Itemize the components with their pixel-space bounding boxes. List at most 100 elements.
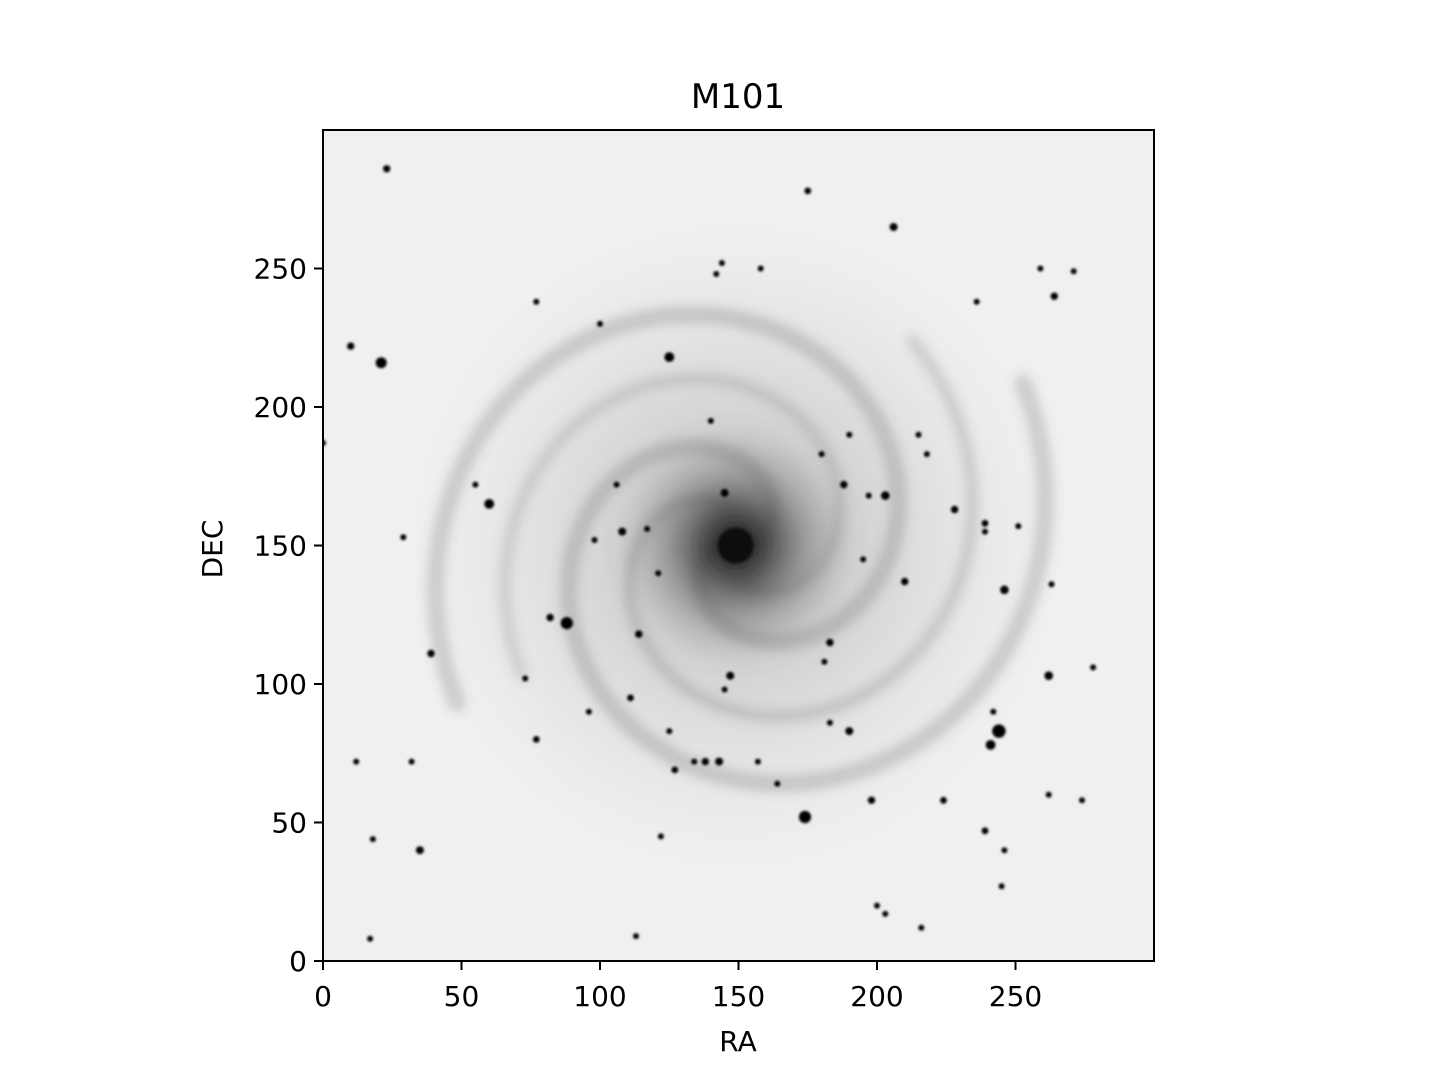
star (1044, 671, 1053, 680)
star (1015, 523, 1022, 530)
galaxy (405, 215, 1066, 876)
star (655, 570, 662, 577)
star (721, 686, 728, 693)
galaxy-nucleus (717, 527, 754, 564)
galaxy-image (323, 130, 1154, 961)
star (369, 836, 376, 843)
star (826, 638, 834, 647)
star (982, 528, 988, 535)
star (367, 935, 374, 942)
x-tick-label: 100 (573, 980, 626, 1013)
star (981, 519, 989, 527)
star (950, 505, 959, 514)
star (715, 757, 724, 766)
star (408, 758, 415, 765)
star (720, 488, 729, 497)
star (591, 537, 598, 543)
star (1079, 797, 1085, 804)
y-tick-label: 250 (254, 253, 307, 286)
star (383, 165, 391, 173)
star (533, 298, 540, 305)
y-axis: 0 50 100 150 200 250 (254, 253, 323, 978)
star (1037, 265, 1044, 272)
y-axis-label: DEC (196, 520, 229, 579)
star (1001, 847, 1008, 854)
y-tick-label: 100 (254, 668, 307, 701)
y-tick-label: 200 (254, 391, 307, 424)
star (1000, 585, 1009, 595)
star (633, 933, 639, 940)
star (427, 649, 435, 658)
star (718, 260, 725, 266)
star (347, 342, 355, 350)
star (985, 740, 996, 750)
x-tick-label: 200 (850, 980, 903, 1013)
x-tick-label: 0 (314, 980, 332, 1013)
figure-title: M101 (691, 77, 785, 117)
star (644, 525, 651, 532)
star (757, 265, 764, 272)
star (707, 417, 714, 424)
y-tick-label: 150 (254, 530, 307, 563)
star (915, 431, 922, 438)
star (818, 451, 825, 458)
star (804, 187, 812, 195)
star (472, 481, 479, 488)
star (691, 758, 698, 765)
star (400, 534, 407, 541)
star (918, 924, 925, 931)
star (845, 727, 854, 736)
star (940, 796, 947, 804)
star (701, 757, 709, 766)
star (713, 271, 720, 277)
star (664, 352, 675, 362)
star (881, 491, 890, 500)
x-tick-label: 50 (444, 980, 480, 1013)
star (992, 724, 1006, 738)
star (981, 827, 989, 835)
star (821, 658, 828, 665)
x-tick-label: 250 (989, 980, 1042, 1013)
star (774, 780, 781, 787)
star (874, 902, 880, 909)
star (597, 320, 603, 327)
star (532, 736, 540, 743)
star (990, 708, 997, 715)
star (484, 499, 495, 509)
star (798, 810, 812, 824)
star (627, 694, 634, 702)
x-tick-label: 150 (712, 980, 765, 1013)
star (882, 910, 889, 917)
star (657, 833, 664, 840)
star (840, 480, 848, 489)
star (754, 758, 761, 765)
star (889, 223, 898, 231)
star (618, 527, 627, 536)
star (860, 556, 867, 563)
star (846, 431, 853, 438)
star (1048, 581, 1055, 588)
star (546, 613, 554, 622)
star (1050, 292, 1059, 300)
star (1090, 664, 1097, 671)
y-tick-label: 0 (289, 945, 307, 978)
star (522, 675, 529, 682)
star (375, 357, 387, 369)
star (613, 481, 620, 488)
star (635, 630, 643, 638)
star (865, 492, 872, 499)
star (1070, 268, 1077, 275)
star (585, 708, 592, 715)
star (973, 298, 980, 305)
x-axis: 0 50 100 150 200 250 (314, 961, 1042, 1013)
x-axis-label: RA (719, 1025, 756, 1058)
star (1045, 791, 1052, 798)
star (826, 719, 833, 726)
y-tick-label: 50 (271, 807, 307, 840)
star (923, 451, 930, 458)
star (415, 846, 424, 855)
star (901, 577, 909, 586)
stars (323, 165, 1097, 942)
star (560, 617, 573, 630)
